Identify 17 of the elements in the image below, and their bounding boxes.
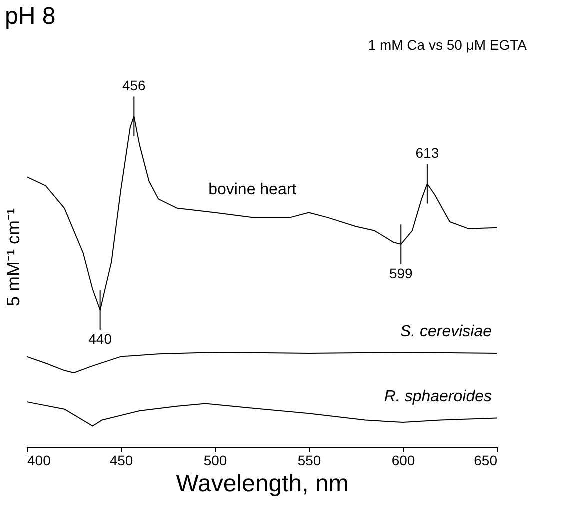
x-axis-title: Wavelength, nm [176,470,349,498]
y-axis-title: 5 mM⁻¹ cm⁻¹ [4,208,24,306]
annotation: 456 [122,78,146,94]
x-tick-label: 500 [204,452,228,468]
x-tick-label: 400 [28,452,52,468]
x-tick-label: 550 [298,452,322,468]
series-label: bovine heart [208,182,298,199]
x-tick-label: 650 [474,452,498,468]
annotation: 599 [389,265,414,282]
x-tick-label: 450 [110,452,134,468]
series-label: S. cerevisiae [400,323,492,340]
x-tick-label: 600 [392,452,416,468]
text: 1 mM Ca vs 50 μM EGTA [368,37,528,53]
annotation: 440 [88,331,112,348]
annotation: 613 [416,145,440,162]
chart-title: pH 8 [5,3,56,30]
series-label: R. sphaeroides [384,388,492,406]
